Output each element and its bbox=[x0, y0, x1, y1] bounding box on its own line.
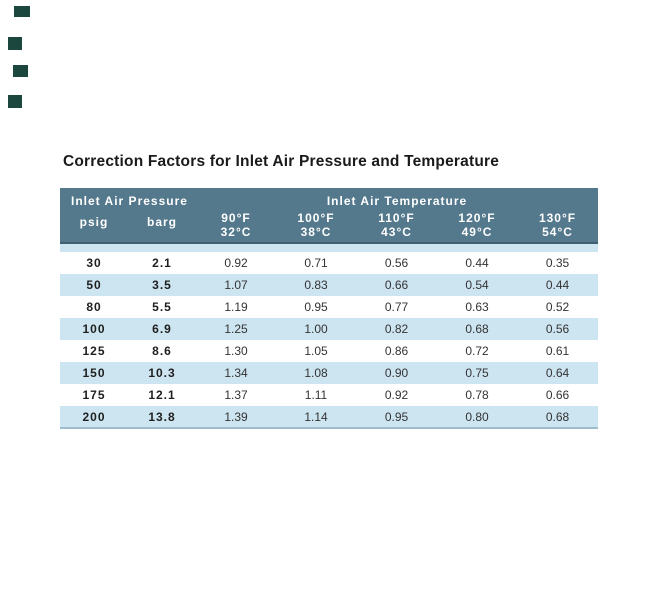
page-title: Correction Factors for Inlet Air Pressur… bbox=[63, 153, 500, 170]
cell-psig: 100 bbox=[60, 318, 128, 340]
cell-correction-factor: 1.00 bbox=[276, 318, 356, 340]
cell-correction-factor: 1.08 bbox=[276, 362, 356, 384]
cell-correction-factor: 1.07 bbox=[196, 274, 276, 296]
cell-correction-factor: 0.56 bbox=[356, 252, 437, 274]
cell-correction-factor: 0.72 bbox=[437, 340, 517, 362]
correction-factors-table: Inlet Air Pressure Inlet Air Temperature… bbox=[60, 188, 599, 429]
temp-celsius-label: 38°C bbox=[300, 225, 332, 239]
group-header-inlet-air-pressure: Inlet Air Pressure bbox=[60, 188, 196, 210]
cell-correction-factor: 0.68 bbox=[437, 318, 517, 340]
column-header-barg: barg bbox=[128, 210, 196, 244]
column-header-psig: psig bbox=[60, 210, 128, 244]
table-row: 50 3.5 1.07 0.83 0.66 0.54 0.44 bbox=[60, 274, 599, 296]
cell-correction-factor: 0.54 bbox=[437, 274, 517, 296]
cell-correction-factor: 1.05 bbox=[276, 340, 356, 362]
temp-fahrenheit-label: 130°F bbox=[538, 211, 577, 225]
temp-fahrenheit-label: 110°F bbox=[378, 211, 415, 225]
cell-barg: 10.3 bbox=[128, 362, 196, 384]
column-header-row: psig barg 90°F 32°C 100°F 38°C 110°F 43°… bbox=[60, 210, 599, 244]
table-row: 30 2.1 0.92 0.71 0.56 0.44 0.35 bbox=[60, 252, 599, 274]
cell-barg: 8.6 bbox=[128, 340, 196, 362]
cell-correction-factor: 1.34 bbox=[196, 362, 276, 384]
cell-correction-factor: 0.71 bbox=[276, 252, 356, 274]
table-header: Inlet Air Pressure Inlet Air Temperature… bbox=[60, 188, 599, 244]
cell-psig: 175 bbox=[60, 384, 128, 406]
table-row: 200 13.8 1.39 1.14 0.95 0.80 0.68 bbox=[60, 406, 599, 428]
cell-correction-factor: 0.95 bbox=[356, 406, 437, 428]
temp-fahrenheit-label: 90°F bbox=[221, 211, 251, 225]
table-row: 175 12.1 1.37 1.11 0.92 0.78 0.66 bbox=[60, 384, 599, 406]
cell-correction-factor: 0.78 bbox=[437, 384, 517, 406]
temp-fahrenheit-label: 120°F bbox=[458, 211, 496, 225]
table-body: 30 2.1 0.92 0.71 0.56 0.44 0.35 50 3.5 1.07 0.83 0.… bbox=[60, 243, 599, 428]
cell-correction-factor: 0.61 bbox=[517, 340, 599, 362]
group-header-inlet-air-temperature: Inlet Air Temperature bbox=[196, 188, 599, 210]
cell-barg: 2.1 bbox=[128, 252, 196, 274]
cell-barg: 13.8 bbox=[128, 406, 196, 428]
column-header-90f: 90°F 32°C bbox=[196, 210, 276, 244]
group-header-row: Inlet Air Pressure Inlet Air Temperature bbox=[60, 188, 599, 210]
cell-correction-factor: 1.37 bbox=[196, 384, 276, 406]
cell-correction-factor: 0.83 bbox=[276, 274, 356, 296]
decorative-square bbox=[14, 6, 30, 17]
cell-psig: 30 bbox=[60, 252, 128, 274]
table-row: 80 5.5 1.19 0.95 0.77 0.63 0.52 bbox=[60, 296, 599, 318]
cell-correction-factor: 0.44 bbox=[517, 274, 599, 296]
cell-correction-factor: 1.19 bbox=[196, 296, 276, 318]
spacer-cell bbox=[60, 243, 599, 252]
decorative-square bbox=[13, 65, 28, 77]
cell-correction-factor: 0.90 bbox=[356, 362, 437, 384]
column-header-100f: 100°F 38°C bbox=[276, 210, 356, 244]
cell-correction-factor: 0.80 bbox=[437, 406, 517, 428]
cell-correction-factor: 1.39 bbox=[196, 406, 276, 428]
temp-celsius-label: 32°C bbox=[220, 225, 252, 239]
cell-correction-factor: 0.92 bbox=[196, 252, 276, 274]
column-header-130f: 130°F 54°C bbox=[517, 210, 599, 244]
cell-correction-factor: 0.82 bbox=[356, 318, 437, 340]
cell-correction-factor: 0.75 bbox=[437, 362, 517, 384]
cell-correction-factor: 0.66 bbox=[356, 274, 437, 296]
temp-celsius-label: 49°C bbox=[461, 225, 493, 239]
cell-correction-factor: 0.35 bbox=[517, 252, 599, 274]
cell-correction-factor: 0.95 bbox=[276, 296, 356, 318]
cell-correction-factor: 1.14 bbox=[276, 406, 356, 428]
cell-psig: 50 bbox=[60, 274, 128, 296]
cell-correction-factor: 0.92 bbox=[356, 384, 437, 406]
cell-correction-factor: 1.25 bbox=[196, 318, 276, 340]
cell-barg: 6.9 bbox=[128, 318, 196, 340]
spacer-row bbox=[60, 243, 599, 252]
table-row: 150 10.3 1.34 1.08 0.90 0.75 0.64 bbox=[60, 362, 599, 384]
cell-correction-factor: 0.56 bbox=[517, 318, 599, 340]
column-header-110f: 110°F 43°C bbox=[356, 210, 437, 244]
cell-correction-factor: 0.86 bbox=[356, 340, 437, 362]
table-row: 100 6.9 1.25 1.00 0.82 0.68 0.56 bbox=[60, 318, 599, 340]
cell-barg: 3.5 bbox=[128, 274, 196, 296]
cell-correction-factor: 1.11 bbox=[276, 384, 356, 406]
cell-correction-factor: 0.77 bbox=[356, 296, 437, 318]
cell-barg: 5.5 bbox=[128, 296, 196, 318]
cell-psig: 150 bbox=[60, 362, 128, 384]
table-row: 125 8.6 1.30 1.05 0.86 0.72 0.61 bbox=[60, 340, 599, 362]
cell-correction-factor: 1.30 bbox=[196, 340, 276, 362]
cell-correction-factor: 0.63 bbox=[437, 296, 517, 318]
temp-fahrenheit-label: 100°F bbox=[297, 211, 335, 225]
cell-correction-factor: 0.44 bbox=[437, 252, 517, 274]
cell-correction-factor: 0.66 bbox=[517, 384, 599, 406]
cell-correction-factor: 0.52 bbox=[517, 296, 599, 318]
cell-correction-factor: 0.68 bbox=[517, 406, 599, 428]
column-header-120f: 120°F 49°C bbox=[437, 210, 517, 244]
temp-celsius-label: 54°C bbox=[542, 225, 573, 239]
decorative-square bbox=[8, 95, 22, 108]
cell-barg: 12.1 bbox=[128, 384, 196, 406]
cell-correction-factor: 0.64 bbox=[517, 362, 599, 384]
cell-psig: 200 bbox=[60, 406, 128, 428]
decorative-square bbox=[8, 37, 22, 50]
cell-psig: 80 bbox=[60, 296, 128, 318]
cell-psig: 125 bbox=[60, 340, 128, 362]
temp-celsius-label: 43°C bbox=[381, 225, 412, 239]
